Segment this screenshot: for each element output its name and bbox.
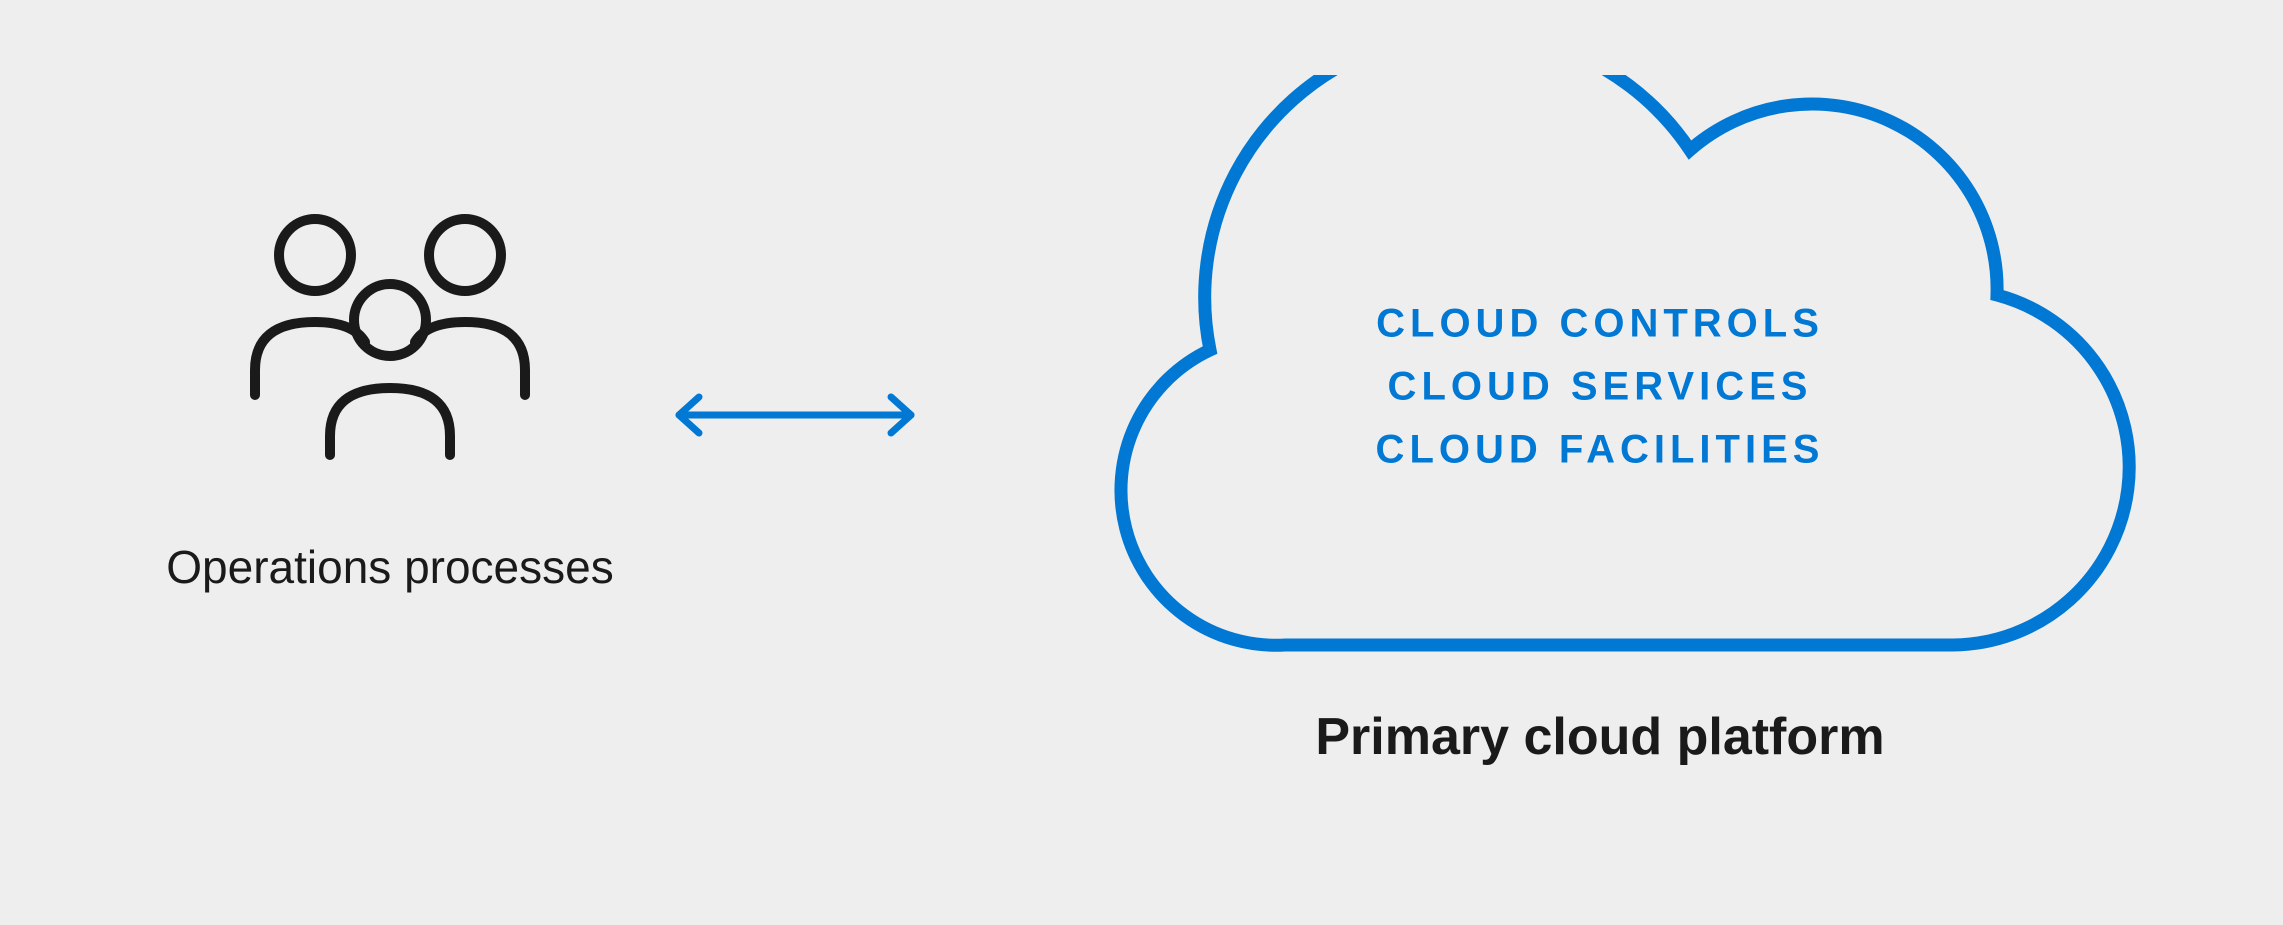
primary-cloud-platform-node: CLOUD CONTROLS CLOUD SERVICES CLOUD FACI… bbox=[1035, 75, 2165, 767]
primary-cloud-platform-label: Primary cloud platform bbox=[1315, 707, 1884, 767]
operations-processes-node: Operations processes bbox=[180, 200, 600, 594]
double-arrow-icon bbox=[665, 390, 925, 440]
cloud-text-line-1: CLOUD CONTROLS bbox=[1376, 302, 1824, 347]
cloud-text-line-3: CLOUD FACILITIES bbox=[1376, 428, 1825, 473]
cloud-text-line-2: CLOUD SERVICES bbox=[1388, 365, 1813, 410]
operations-processes-label: Operations processes bbox=[166, 540, 613, 594]
cloud-inner-text: CLOUD CONTROLS CLOUD SERVICES CLOUD FACI… bbox=[1376, 302, 1825, 473]
diagram-container: Operations processes CLOUD CONTROLS CLOU… bbox=[0, 0, 2283, 925]
cloud-icon: CLOUD CONTROLS CLOUD SERVICES CLOUD FACI… bbox=[1035, 75, 2165, 675]
people-icon bbox=[235, 200, 545, 470]
